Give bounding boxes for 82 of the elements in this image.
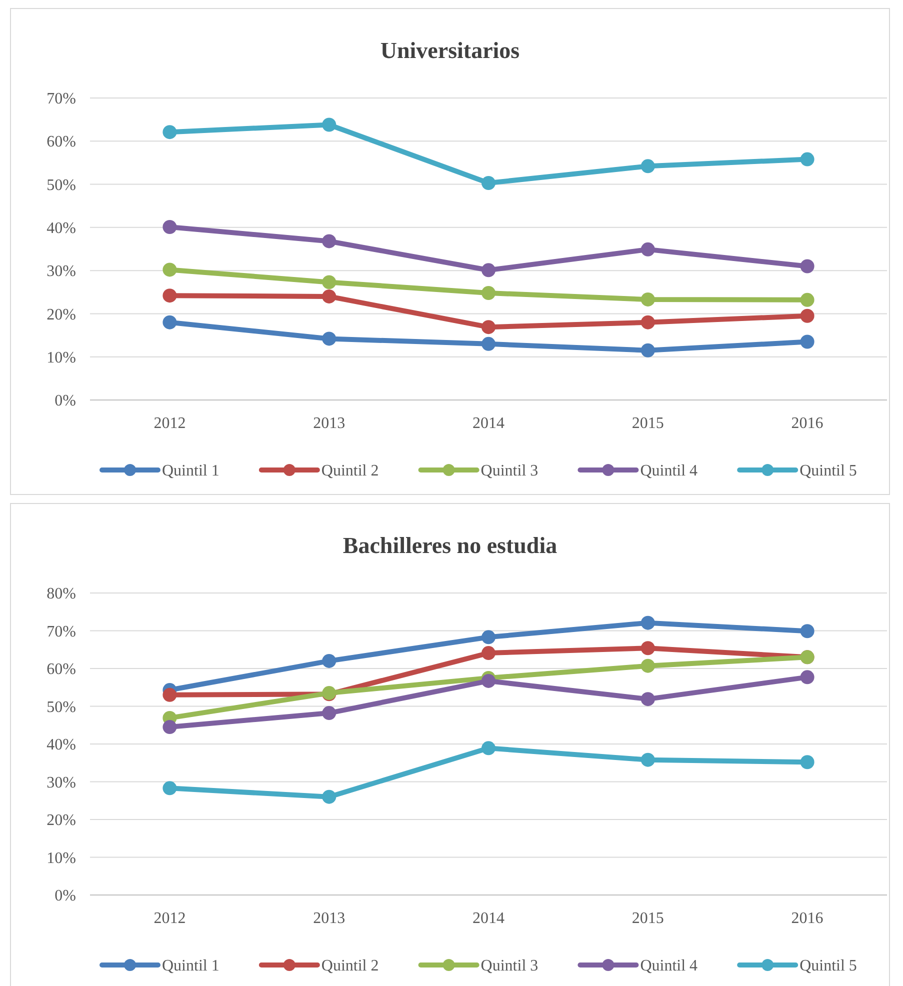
point (322, 118, 336, 132)
legend-label: Quintil 4 (640, 462, 698, 480)
x-tick-label: 2012 (154, 910, 186, 927)
point (482, 336, 496, 351)
legend-label: Quintil 1 (162, 958, 220, 975)
y-tick-label: 60% (46, 134, 76, 151)
x-tick-label: 2015 (632, 415, 664, 432)
x-tick-label: 2016 (791, 910, 824, 927)
point (162, 720, 177, 734)
point (800, 670, 814, 684)
x-tick-label: 2013 (313, 415, 346, 432)
point (322, 332, 336, 346)
point (800, 624, 814, 638)
y-tick-label: 20% (46, 812, 76, 830)
point (162, 262, 177, 277)
chart-title: Bachilleres no estudia (342, 533, 558, 558)
point (162, 781, 177, 796)
y-tick-label: 50% (46, 698, 76, 716)
x-tick-label: 2013 (313, 910, 346, 927)
point (640, 242, 655, 256)
x-tick-label: 2014 (472, 910, 504, 927)
y-tick-label: 40% (46, 736, 76, 754)
point (640, 658, 655, 673)
legend-label: Quintil 5 (800, 958, 857, 975)
y-tick-label: 10% (46, 349, 76, 366)
point (800, 292, 814, 307)
point (162, 315, 177, 330)
legend-label: Quintil 3 (480, 462, 538, 480)
point (482, 646, 496, 660)
x-tick-label: 2012 (154, 415, 186, 432)
point (322, 234, 336, 248)
point (482, 741, 496, 756)
y-tick-label: 30% (46, 263, 76, 280)
x-tick-label: 2016 (791, 415, 824, 432)
point (322, 275, 336, 290)
x-tick-label: 2015 (632, 910, 664, 927)
y-tick-label: 0% (54, 888, 76, 905)
legend-label: Quintil 1 (162, 462, 220, 480)
legend-label: Quintil 3 (480, 958, 538, 975)
point (162, 288, 177, 303)
legend-label: Quintil 2 (321, 462, 379, 480)
point (640, 641, 655, 656)
point (322, 289, 336, 304)
y-tick-label: 50% (46, 176, 76, 194)
y-tick-label: 40% (46, 220, 76, 238)
chart-title: Universitarios (380, 38, 520, 63)
point (322, 706, 336, 720)
point (322, 654, 336, 668)
point (640, 616, 655, 630)
y-tick-label: 20% (46, 306, 76, 324)
y-tick-label: 0% (54, 392, 76, 410)
x-tick-label: 2014 (472, 415, 504, 432)
y-tick-label: 80% (46, 586, 76, 603)
legend-label: Quintil 4 (640, 958, 698, 975)
y-tick-label: 10% (46, 850, 76, 867)
point (162, 688, 177, 702)
y-tick-label: 60% (46, 661, 76, 678)
point (640, 752, 655, 767)
legend-label: Quintil 5 (800, 462, 857, 480)
point (800, 308, 814, 323)
point (162, 220, 177, 234)
point (640, 315, 655, 330)
point (640, 159, 655, 174)
y-tick-label: 30% (46, 774, 76, 792)
y-tick-label: 70% (46, 90, 76, 108)
point (640, 292, 655, 306)
point (640, 343, 655, 358)
point (322, 790, 336, 804)
legend-label: Quintil 2 (321, 958, 379, 975)
y-tick-label: 70% (46, 623, 76, 640)
point (800, 259, 814, 274)
point (162, 125, 177, 140)
point (482, 176, 496, 190)
point (482, 630, 496, 644)
point (482, 263, 496, 278)
point (800, 152, 814, 166)
point (800, 334, 814, 349)
point (800, 755, 814, 770)
point (482, 674, 496, 688)
point (482, 320, 496, 334)
point (482, 286, 496, 300)
point (640, 692, 655, 706)
